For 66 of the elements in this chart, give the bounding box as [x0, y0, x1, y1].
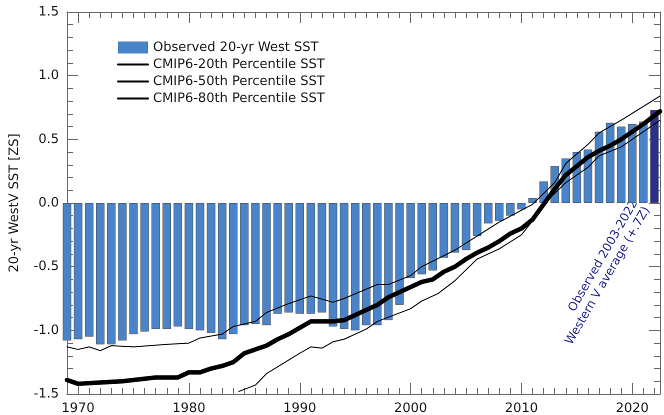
bar: [373, 203, 382, 326]
bar: [74, 203, 82, 340]
x-tick-label: 1980: [172, 401, 206, 415]
bar: [517, 203, 526, 210]
bar: [129, 203, 138, 334]
legend-label: Observed 20-yr West SST: [153, 40, 318, 55]
bar: [639, 122, 648, 203]
bar: [384, 203, 393, 320]
y-tick-label: -1.5: [34, 386, 59, 402]
bar: [229, 203, 238, 334]
bar: [62, 203, 72, 341]
bar: [406, 203, 415, 278]
bar: [450, 203, 460, 253]
bar: [96, 203, 104, 344]
bar: [428, 203, 438, 270]
bar: [107, 203, 116, 344]
bar: [495, 203, 504, 221]
bar: [528, 198, 537, 203]
bar: [151, 203, 160, 330]
legend-label: CMIP6-80th Percentile SST: [153, 91, 325, 106]
y-tick-label: 0.5: [38, 132, 59, 147]
bar: [251, 203, 260, 324]
bar: [628, 124, 637, 203]
bar: [84, 203, 94, 337]
bar: [262, 203, 271, 326]
x-tick-label: 2020: [616, 401, 649, 415]
bar: [174, 203, 182, 327]
bar: [350, 203, 360, 330]
bar: [218, 203, 226, 340]
y-tick-label: 0.0: [38, 196, 59, 210]
y-tick-label: 1.5: [38, 4, 59, 20]
bar: [184, 203, 194, 330]
bar: [196, 203, 204, 330]
bar: [362, 203, 371, 326]
y-tick-label: -1.0: [34, 322, 59, 338]
bar: [328, 203, 338, 327]
y-tick-label: -0.5: [34, 259, 59, 274]
bar: [318, 203, 326, 313]
x-tick-label: 1990: [283, 401, 316, 415]
bar: [296, 203, 304, 314]
x-tick-label: 1970: [62, 401, 95, 415]
x-tick-label: 2010: [504, 401, 538, 415]
bar: [395, 203, 404, 305]
bar: [462, 203, 470, 250]
bar: [506, 203, 515, 216]
bar: [284, 203, 293, 313]
bar: [440, 203, 448, 258]
y-tick-label: 1.0: [38, 68, 59, 84]
bar: [606, 122, 614, 203]
bar: [484, 203, 492, 224]
legend-label: CMIP6-20th Percentile SST: [153, 57, 325, 72]
bar: [240, 203, 249, 326]
bar: [650, 110, 659, 203]
bar: [340, 203, 348, 330]
y-axis-title: 20-yr WestV SST [ZS]: [7, 133, 22, 273]
bar: [118, 203, 127, 341]
bar: [206, 203, 216, 333]
bar: [472, 203, 482, 236]
bar: [417, 203, 426, 274]
bar: [273, 203, 282, 314]
bar: [306, 203, 316, 314]
bar: [616, 126, 626, 203]
bar: [162, 203, 172, 330]
legend-label: CMIP6-50th Percentile SST: [153, 74, 325, 89]
x-tick-label: 2000: [394, 401, 428, 415]
bar: [140, 203, 149, 332]
